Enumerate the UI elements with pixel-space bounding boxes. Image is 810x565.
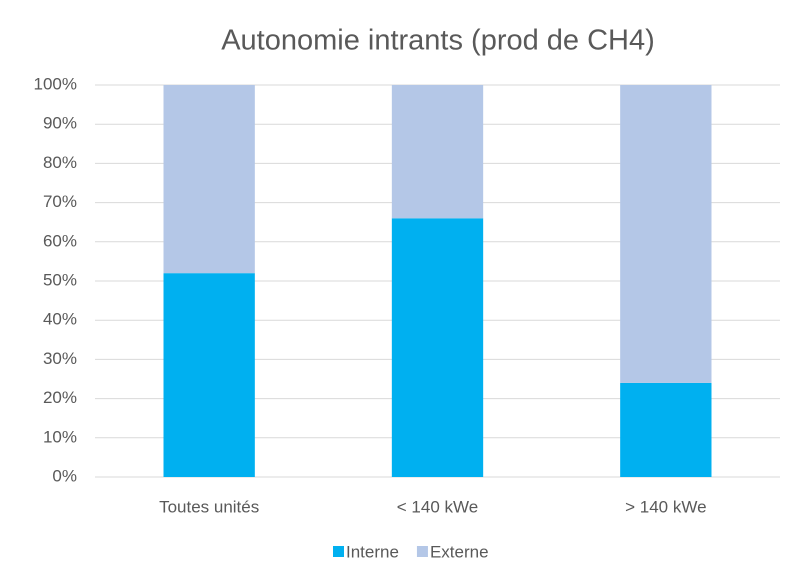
- y-tick-label: 90%: [43, 114, 77, 133]
- legend-swatch: [333, 546, 344, 557]
- bar-segment: [620, 382, 712, 477]
- legend-swatch: [416, 546, 428, 557]
- bar-segment: [391, 85, 484, 219]
- chart-title: Autonomie intrants (prod de CH4): [221, 25, 655, 57]
- legend-label: Externe: [430, 542, 489, 561]
- y-tick-label: 80%: [43, 153, 77, 172]
- y-tick-label: 20%: [43, 388, 77, 407]
- x-tick-label: Toutes unités: [159, 497, 259, 516]
- y-tick-label: 0%: [52, 466, 77, 485]
- y-tick-label: 40%: [43, 310, 77, 329]
- y-tick-label: 70%: [43, 192, 77, 211]
- x-tick-label: > 140 kWe: [625, 497, 706, 516]
- bar-segment: [163, 273, 255, 477]
- legend-label: Interne: [346, 542, 399, 561]
- y-tick-label: 100%: [34, 74, 77, 93]
- y-tick-label: 30%: [43, 349, 77, 368]
- bar-segment: [163, 85, 255, 274]
- bar-segment: [391, 218, 484, 477]
- y-tick-label: 50%: [43, 270, 77, 289]
- bar-segment: [620, 85, 712, 383]
- y-tick-label: 10%: [43, 427, 77, 446]
- x-tick-label: < 140 kWe: [397, 497, 478, 516]
- y-tick-label: 60%: [43, 231, 77, 250]
